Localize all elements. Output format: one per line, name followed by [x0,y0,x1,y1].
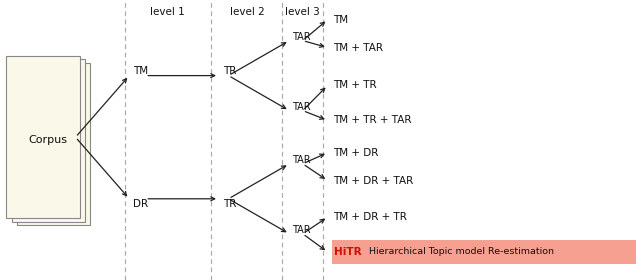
Text: Hierarchical Topic model Re-estimation: Hierarchical Topic model Re-estimation [369,248,554,256]
Text: HiTR: HiTR [334,247,362,257]
Text: TM: TM [333,15,348,25]
Text: TM + TAR: TM + TAR [333,43,383,53]
Text: TM + TR: TM + TR [333,80,376,90]
Text: DR: DR [133,199,148,209]
Text: TAR: TAR [292,155,311,165]
Text: TM + TR + TAR: TM + TR + TAR [333,115,412,125]
FancyBboxPatch shape [17,63,90,225]
FancyBboxPatch shape [332,240,636,264]
Text: TM + DR + TAR: TM + DR + TAR [333,176,413,186]
Text: level 2: level 2 [230,7,265,17]
Text: level 1: level 1 [150,7,185,17]
Text: TM + DR: TM + DR [333,148,378,158]
Text: Corpus: Corpus [29,135,68,145]
Text: TM + DR + TR: TM + DR + TR [333,212,406,222]
Text: TR: TR [223,199,236,209]
Text: TM: TM [133,66,148,76]
Text: TAR: TAR [292,225,311,235]
Text: TR: TR [223,66,236,76]
FancyBboxPatch shape [12,59,85,222]
Text: level 3: level 3 [285,7,320,17]
FancyBboxPatch shape [6,56,80,218]
Text: TAR: TAR [292,32,311,42]
Text: TAR: TAR [292,102,311,112]
